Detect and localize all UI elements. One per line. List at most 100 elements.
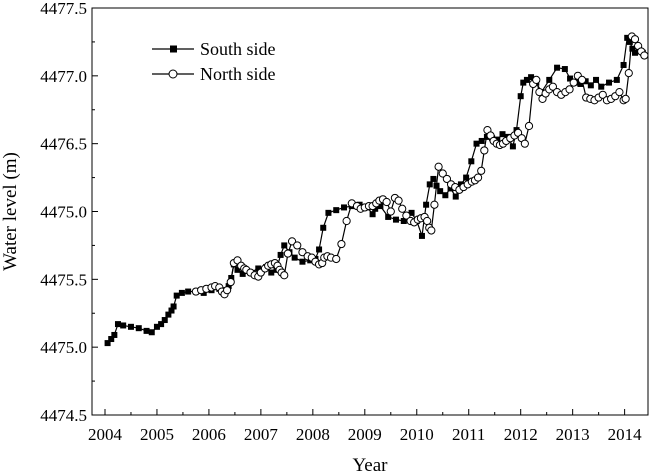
data-point: [418, 232, 425, 239]
data-point: [430, 175, 437, 182]
data-point: [509, 143, 516, 150]
y-tick-label: 4477.5: [40, 0, 87, 18]
x-tick-label: 2009: [348, 425, 382, 444]
data-point: [400, 217, 407, 224]
data-point: [239, 270, 246, 277]
data-point: [332, 254, 341, 264]
data-point: [173, 292, 180, 299]
data-point: [165, 311, 172, 318]
data-point: [337, 239, 346, 249]
series-line: [107, 36, 644, 344]
data-point: [104, 340, 111, 347]
data-point: [554, 64, 561, 71]
data-point: [369, 211, 376, 218]
data-point: [408, 209, 415, 216]
data-point: [524, 121, 534, 131]
data-point: [587, 82, 594, 89]
x-tick-label: 2013: [556, 425, 590, 444]
x-tick-label: 2007: [244, 425, 279, 444]
data-point: [447, 185, 454, 192]
data-point: [148, 329, 155, 336]
data-point: [477, 166, 486, 175]
data-point: [178, 289, 185, 296]
data-point: [624, 34, 631, 41]
legend-label: South side: [200, 39, 276, 59]
data-point: [342, 216, 351, 226]
data-point: [325, 209, 332, 216]
data-point: [333, 207, 340, 214]
y-tick-label: 4475.0: [40, 203, 87, 222]
data-point: [135, 325, 142, 332]
x-tick-label: 2011: [452, 425, 485, 444]
data-point: [532, 75, 541, 85]
data-point: [523, 76, 530, 83]
data-point: [382, 197, 391, 207]
series-north-side: [191, 32, 648, 299]
data-point: [291, 254, 298, 261]
data-point: [386, 207, 395, 216]
x-axis-label: Year: [352, 455, 388, 473]
data-point: [546, 76, 553, 83]
y-tick-label: 4475.0: [40, 338, 87, 357]
data-point: [341, 204, 348, 211]
data-point: [293, 241, 302, 250]
data-point: [442, 174, 452, 184]
x-tick-label: 2004: [88, 425, 123, 444]
data-point: [480, 146, 489, 155]
x-tick-label: 2010: [400, 425, 434, 444]
data-point: [434, 162, 443, 171]
data-point: [473, 140, 480, 147]
data-point: [640, 51, 648, 60]
data-point: [442, 192, 449, 199]
data-point: [185, 288, 192, 295]
x-tick-label: 2006: [192, 425, 226, 444]
x-tick-label: 2014: [608, 425, 643, 444]
y-tick-label: 4476.5: [40, 135, 87, 154]
data-point: [620, 61, 627, 68]
data-point: [473, 173, 483, 182]
data-point: [226, 277, 235, 287]
data-point: [398, 204, 407, 213]
data-point: [426, 181, 433, 188]
legend-label: North side: [200, 64, 276, 84]
data-point: [255, 265, 262, 272]
data-point: [316, 246, 323, 253]
data-point: [548, 82, 558, 91]
data-point: [280, 271, 289, 280]
data-point: [161, 317, 168, 324]
data-point: [127, 323, 134, 330]
data-point: [438, 169, 447, 178]
data-point: [468, 158, 475, 165]
legend-square-marker: [170, 45, 177, 53]
data-point: [385, 213, 392, 220]
data-point: [520, 79, 527, 86]
data-point: [427, 226, 436, 235]
data-point: [452, 193, 459, 200]
data-point: [114, 321, 121, 328]
legend-circle-marker: [168, 69, 178, 79]
data-point: [598, 83, 605, 90]
x-tick-label: 2005: [140, 425, 174, 444]
x-axis: 2004 2005 2006 2007 2008 2009 2010 2011 2012 2013…: [88, 409, 642, 444]
data-point: [111, 331, 118, 338]
data-point: [320, 224, 327, 231]
data-point: [629, 45, 636, 52]
series-layer: [104, 32, 648, 347]
x-tick-label: 2012: [504, 425, 538, 444]
data-point: [593, 76, 600, 83]
data-point: [463, 174, 470, 181]
data-point: [423, 201, 430, 208]
data-point: [281, 242, 288, 249]
data-point: [120, 322, 127, 329]
y-axis-label: Water level (m): [0, 152, 21, 271]
data-point: [153, 323, 160, 330]
data-point: [577, 80, 584, 87]
y-tick-label: 4475.5: [40, 270, 87, 289]
data-point: [613, 76, 620, 83]
data-point: [108, 336, 115, 343]
data-point: [437, 188, 444, 195]
data-point: [520, 139, 529, 148]
y-axis: 4474.5 4475.0 4475.5 4475.0 4476.5 4477.0 4477…: [40, 0, 98, 425]
data-point: [569, 78, 578, 87]
y-tick-label: 4474.5: [40, 406, 87, 425]
